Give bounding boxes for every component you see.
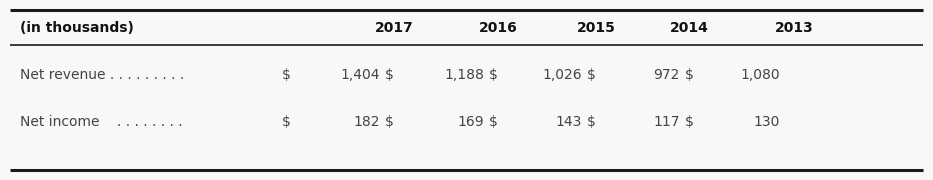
Text: $: $: [385, 115, 394, 129]
Text: 143: 143: [556, 115, 582, 129]
Text: 2017: 2017: [375, 21, 413, 35]
Text: $: $: [587, 115, 596, 129]
Text: $: $: [685, 68, 694, 82]
Text: 182: 182: [354, 115, 380, 129]
Text: 2016: 2016: [479, 21, 518, 35]
Text: Net revenue . . . . . . . . .: Net revenue . . . . . . . . .: [20, 68, 184, 82]
Text: $: $: [587, 68, 596, 82]
Text: 1,026: 1,026: [542, 68, 582, 82]
Text: $: $: [282, 115, 291, 129]
Text: Net income    . . . . . . . .: Net income . . . . . . . .: [20, 115, 183, 129]
Text: 117: 117: [653, 115, 680, 129]
Text: 2014: 2014: [670, 21, 709, 35]
Text: $: $: [489, 68, 498, 82]
Text: 1,188: 1,188: [444, 68, 484, 82]
Text: 1,404: 1,404: [341, 68, 380, 82]
Text: $: $: [489, 115, 498, 129]
Text: 1,080: 1,080: [741, 68, 780, 82]
Text: $: $: [385, 68, 394, 82]
Text: (in thousands): (in thousands): [20, 21, 133, 35]
Text: $: $: [685, 115, 694, 129]
Text: $: $: [282, 68, 291, 82]
Text: 130: 130: [754, 115, 780, 129]
Text: 169: 169: [457, 115, 484, 129]
Text: 972: 972: [654, 68, 680, 82]
Text: 2013: 2013: [775, 21, 814, 35]
Text: 2015: 2015: [577, 21, 616, 35]
